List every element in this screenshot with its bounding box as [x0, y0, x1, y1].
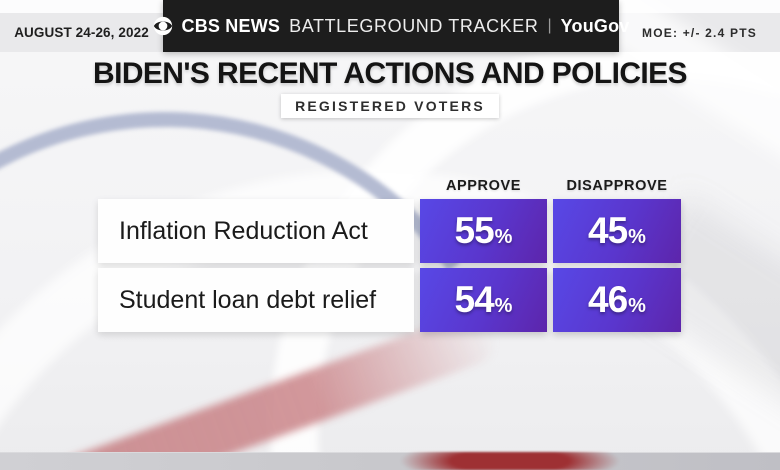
margin-of-error-label: MOE: +/- 2.4 PTS	[642, 25, 757, 40]
approve-cell: 55 %	[420, 199, 547, 263]
header-spacer	[98, 172, 414, 194]
value-group: 46 %	[588, 279, 646, 321]
page-title: BIDEN'S RECENT ACTIONS AND POLICIES	[93, 57, 688, 90]
percent-sign: %	[494, 295, 513, 317]
row-label: Student loan debt relief	[98, 268, 414, 332]
disapprove-cell: 45 %	[553, 199, 681, 263]
approve-value: 55	[454, 210, 495, 251]
approve-value: 54	[454, 279, 495, 320]
percent-sign: %	[628, 295, 646, 317]
value-group: 54 %	[455, 279, 513, 321]
value-group: 55 %	[455, 210, 513, 252]
registered-voters-badge: REGISTERED VOTERS	[281, 94, 499, 118]
row-label: Inflation Reduction Act	[98, 199, 414, 263]
subtitle-row: REGISTERED VOTERS	[0, 94, 780, 118]
date-label: AUGUST 24-26, 2022	[14, 25, 149, 40]
percent-sign: %	[628, 226, 646, 248]
brand-divider: |	[547, 17, 552, 34]
approve-cell: 54 %	[420, 268, 547, 332]
poll-table: APPROVE DISAPPROVE Inflation Reduction A…	[98, 172, 681, 332]
disapprove-value: 46	[588, 279, 628, 320]
cbs-eye-icon	[153, 16, 173, 36]
percent-sign: %	[494, 226, 513, 248]
cbs-news-wordmark: CBS NEWS	[181, 15, 281, 36]
value-group: 45 %	[588, 210, 646, 252]
battleground-tracker-label: BATTLEGROUND TRACKER	[289, 15, 539, 36]
column-header-disapprove: DISAPPROVE	[566, 178, 668, 194]
disapprove-cell: 46 %	[553, 268, 681, 332]
cbs-news-logo-bar: CBS NEWS BATTLEGROUND TRACKER | YouGov	[153, 0, 629, 52]
column-header-approve: APPROVE	[445, 178, 522, 194]
floor-red-glow	[382, 452, 638, 470]
disapprove-value: 45	[588, 210, 628, 251]
